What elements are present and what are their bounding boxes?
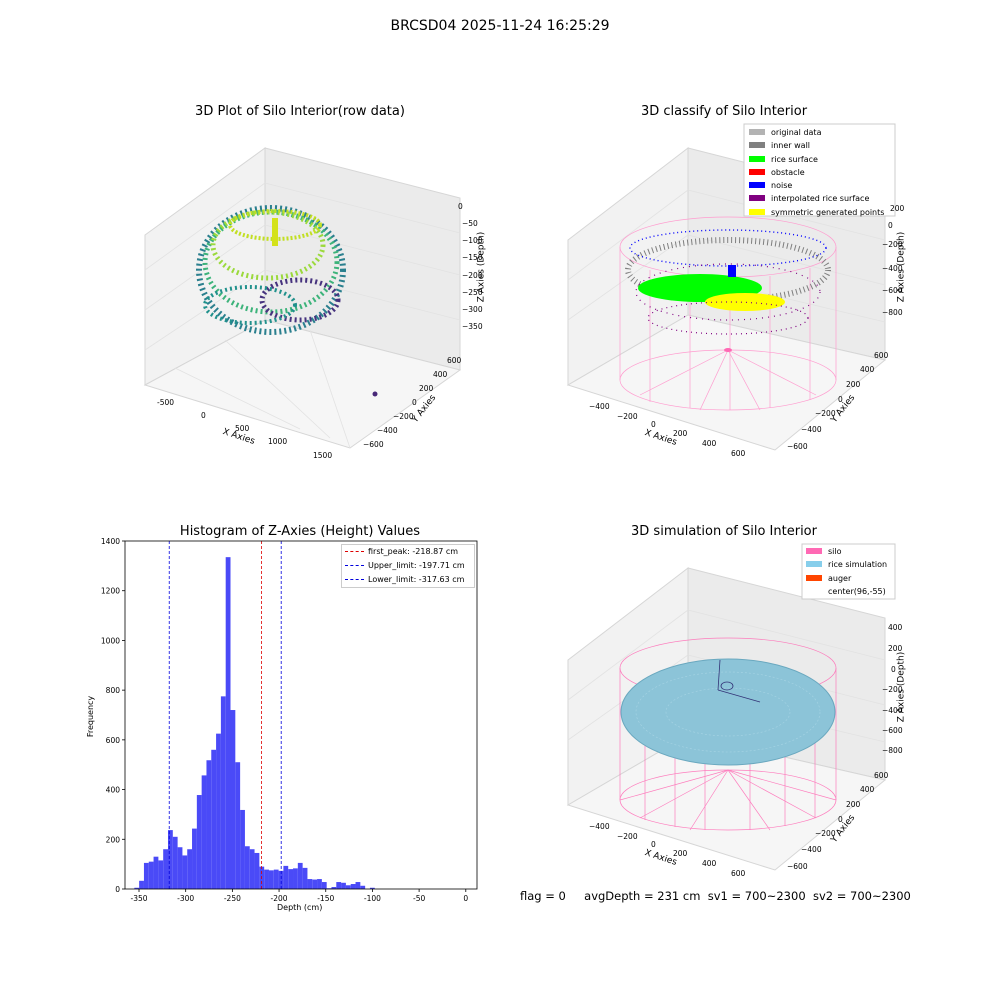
histogram-bar bbox=[288, 869, 294, 889]
histogram-bar bbox=[172, 836, 178, 889]
x-tick-label: -350 bbox=[130, 894, 147, 903]
x-tick-label: 0 bbox=[463, 894, 468, 903]
histogram-bar bbox=[297, 862, 303, 889]
histogram-bar bbox=[336, 882, 342, 889]
histogram-axes: -350 -300 -250 -200 -150 -100 -50 0 0 200 400 600 80… bbox=[101, 537, 478, 903]
histogram-bar bbox=[321, 882, 327, 889]
y-tick-label: 1200 bbox=[101, 587, 120, 596]
histogram-bar bbox=[230, 710, 236, 889]
histogram-bar bbox=[182, 855, 188, 889]
flag-text: flag = 0 bbox=[520, 889, 566, 903]
simulation-plot-title: 3D simulation of Silo Interior bbox=[631, 524, 817, 539]
histogram-bar bbox=[187, 849, 193, 889]
histogram-bar bbox=[167, 830, 173, 889]
histogram-bar bbox=[196, 795, 202, 889]
histogram-bar bbox=[225, 557, 231, 889]
y-tick-label: 1000 bbox=[101, 636, 120, 645]
sv2-text: sv2 = 700~2300 bbox=[812, 889, 911, 903]
histogram-bar bbox=[211, 749, 217, 889]
simulation-auger bbox=[717, 659, 761, 703]
histogram-bar bbox=[268, 870, 274, 889]
histogram-bar bbox=[278, 870, 284, 889]
raw-3d-points bbox=[196, 205, 378, 397]
histogram-bar bbox=[317, 879, 322, 889]
classify-legend bbox=[743, 123, 896, 217]
y-tick-label: 800 bbox=[106, 686, 121, 695]
histogram-bar bbox=[273, 869, 279, 889]
y-tick-label: 200 bbox=[106, 835, 121, 844]
histogram-bar bbox=[244, 846, 250, 889]
y-tick-label: 0 bbox=[115, 885, 120, 894]
histogram-bar bbox=[249, 849, 255, 889]
histogram-bar bbox=[220, 696, 226, 889]
avg-depth-text: avgDepth = 231 cm bbox=[584, 889, 701, 903]
y-tick-label: 400 bbox=[106, 786, 121, 795]
histogram-bar bbox=[201, 775, 207, 889]
x-tick-label: -150 bbox=[317, 894, 334, 903]
x-tick-label: -200 bbox=[271, 894, 288, 903]
x-tick-label: -100 bbox=[364, 894, 381, 903]
histogram-bar bbox=[360, 885, 366, 889]
histogram-bar bbox=[240, 809, 245, 889]
raw-3d-grid bbox=[144, 182, 461, 449]
histogram-bar bbox=[293, 868, 298, 889]
y-tick-label: 600 bbox=[106, 736, 121, 745]
histogram-bar bbox=[163, 849, 168, 889]
histogram-bar bbox=[341, 882, 346, 889]
classify-silo-wireframe bbox=[619, 216, 837, 411]
raw-plot-title: 3D Plot of Silo Interior(row data) bbox=[195, 104, 405, 119]
histogram-bar bbox=[369, 887, 375, 889]
status-line: flag = 0 avgDepth = 231 cm sv1 = 700~230… bbox=[520, 889, 911, 903]
histogram-title: Histogram of Z-Axies (Height) Values bbox=[179, 524, 421, 539]
classify-plot-title: 3D classify of Silo Interior bbox=[640, 104, 808, 119]
classify-points bbox=[625, 229, 831, 352]
histogram-bar bbox=[355, 882, 361, 889]
histogram-bar bbox=[235, 762, 241, 889]
histogram-bar bbox=[345, 885, 351, 889]
histogram-bar bbox=[350, 884, 356, 889]
histogram-bar bbox=[206, 760, 212, 889]
histogram-bar bbox=[148, 861, 154, 889]
simulation-legend bbox=[801, 543, 896, 600]
histogram-bar bbox=[192, 828, 197, 889]
histogram-bar bbox=[216, 733, 221, 889]
histogram-reference-lines bbox=[168, 541, 282, 889]
histogram-bar bbox=[312, 879, 318, 889]
plot-frame bbox=[124, 540, 478, 890]
histogram-bar bbox=[254, 852, 260, 889]
histogram-bar bbox=[143, 862, 149, 889]
figure-title: BRCSD04 2025-11-24 16:25:29 bbox=[390, 18, 610, 34]
x-tick-label: -250 bbox=[224, 894, 241, 903]
histogram-bar bbox=[302, 867, 308, 889]
histogram-bar bbox=[283, 865, 289, 889]
histogram-bar bbox=[153, 856, 159, 889]
histogram-bar bbox=[158, 860, 164, 889]
x-tick-label: -50 bbox=[413, 894, 425, 903]
sv1-text: sv1 = 700~2300 bbox=[707, 889, 806, 903]
x-tick-label: -300 bbox=[177, 894, 194, 903]
histogram-bar bbox=[177, 847, 183, 889]
histogram-bar bbox=[331, 887, 337, 889]
histogram-bar bbox=[139, 880, 144, 889]
simulation-rice-surface bbox=[620, 658, 836, 766]
histogram-bar bbox=[134, 887, 140, 889]
histogram-bar bbox=[264, 869, 269, 889]
histogram-bar bbox=[307, 879, 313, 889]
y-tick-label: 1400 bbox=[101, 537, 120, 546]
